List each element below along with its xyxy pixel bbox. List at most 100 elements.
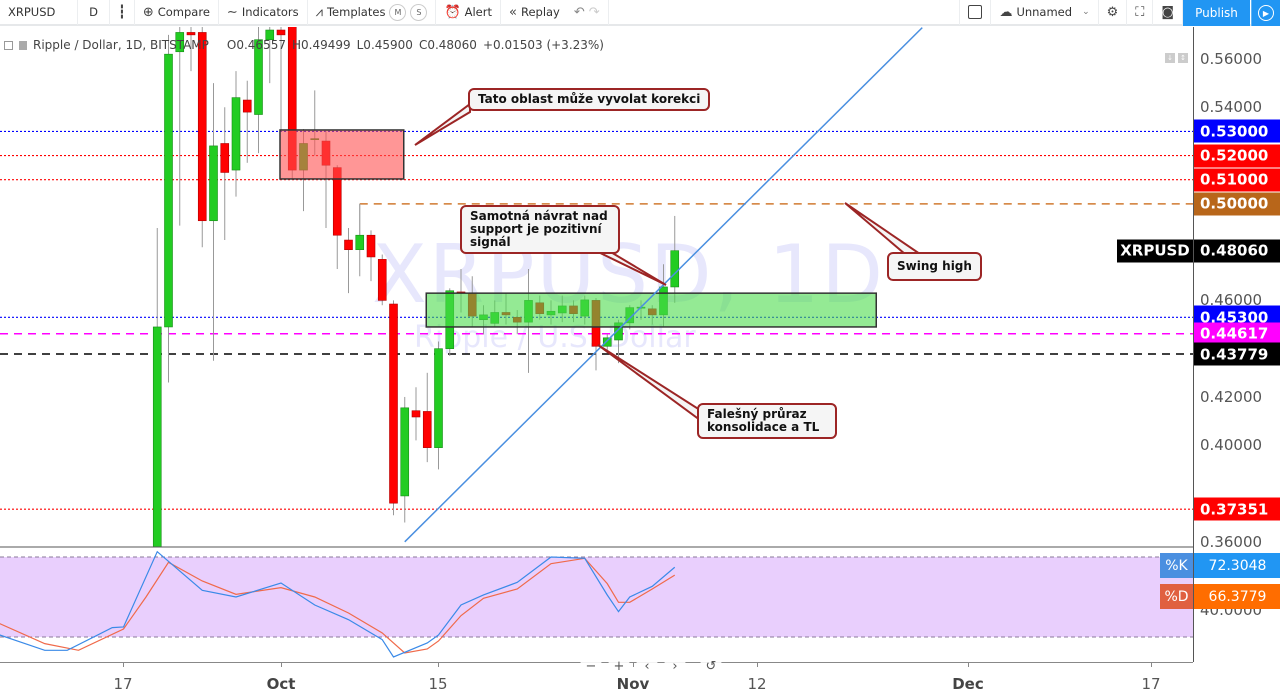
candle bbox=[411, 410, 421, 418]
price-chart[interactable] bbox=[0, 0, 1193, 662]
flag-icon bbox=[19, 41, 27, 50]
expand-icon[interactable] bbox=[4, 41, 13, 50]
compare-label: Compare bbox=[157, 5, 210, 19]
reset-button[interactable]: ↺ bbox=[700, 655, 722, 677]
price-tag: 0.37351 bbox=[1194, 497, 1280, 521]
layout-name: Unnamed bbox=[1016, 5, 1073, 19]
candle bbox=[164, 53, 173, 328]
candle bbox=[355, 234, 365, 251]
candle bbox=[231, 97, 241, 171]
indicator-wave-icon: ∼ bbox=[226, 4, 238, 20]
price-label: 0.54000 bbox=[1200, 98, 1263, 117]
callout-pointer bbox=[844, 202, 924, 255]
screenshot-button[interactable]: ◙ bbox=[1153, 0, 1183, 25]
time-label: 12 bbox=[747, 675, 767, 693]
stoch-d-line bbox=[0, 557, 676, 654]
zoom-in-button[interactable]: + bbox=[608, 655, 630, 677]
price-tag: 0.50000 bbox=[1194, 192, 1280, 216]
k-label-tag: %K bbox=[1160, 553, 1193, 578]
multi-chart-button[interactable] bbox=[959, 0, 992, 25]
undo-icon[interactable]: ↶ bbox=[573, 4, 585, 20]
alert-button[interactable]: ⏰ Alert bbox=[436, 0, 501, 25]
interval-label: D bbox=[89, 5, 98, 19]
price-label: 0.42000 bbox=[1200, 387, 1263, 406]
candle bbox=[152, 326, 162, 547]
candle bbox=[254, 39, 263, 115]
settings-button[interactable]: ⚙ bbox=[1099, 0, 1128, 25]
rewind-icon: « bbox=[509, 4, 517, 20]
legend-title: Ripple / Dollar, 1D, BITSTAMP bbox=[33, 38, 209, 52]
k-value-tag: 72.3048 bbox=[1194, 553, 1280, 578]
scale-buttons[interactable]: ↓ ↕ bbox=[1165, 53, 1188, 63]
callout-swing-high[interactable]: Swing high bbox=[887, 252, 982, 281]
candle bbox=[389, 303, 398, 504]
play-button[interactable]: ▶ bbox=[1251, 0, 1280, 26]
chart-style-button[interactable]: ┇ bbox=[110, 0, 135, 25]
time-label: 17 bbox=[1141, 675, 1161, 693]
candle bbox=[242, 99, 252, 113]
candle bbox=[209, 145, 218, 222]
fullscreen-icon: ⛶ bbox=[1135, 4, 1145, 20]
m-badge[interactable]: M bbox=[389, 3, 407, 21]
callout-correction[interactable]: Tato oblast může vyvolat korekci bbox=[468, 88, 711, 111]
d-value-tag: 66.3779 bbox=[1194, 584, 1280, 609]
compare-button[interactable]: ⊕ Compare bbox=[135, 0, 219, 25]
indicators-button[interactable]: ∼ Indicators bbox=[219, 0, 308, 25]
candle bbox=[422, 411, 432, 448]
symbol-price-tag: XRPUSD bbox=[1117, 239, 1193, 263]
zoom-out-button[interactable]: − bbox=[580, 655, 602, 677]
resistance-zone bbox=[279, 129, 405, 180]
legend-close: C0.48060 bbox=[418, 38, 477, 52]
top-toolbar: XRPUSD D ┇ ⊕ Compare ∼ Indicators ⩘ Templat… bbox=[0, 0, 1280, 26]
publish-button[interactable]: Publish bbox=[1183, 0, 1250, 26]
d-label-tag: %D bbox=[1160, 584, 1193, 609]
time-tick bbox=[633, 663, 634, 667]
candles-icon: ┇ bbox=[118, 4, 126, 20]
candle bbox=[186, 32, 196, 36]
candle bbox=[197, 32, 207, 222]
candle bbox=[434, 348, 443, 448]
chart-navigation: − + ‹ › ↺ bbox=[580, 655, 722, 677]
candle bbox=[377, 259, 387, 301]
time-tick bbox=[757, 663, 758, 667]
time-tick bbox=[281, 663, 282, 667]
replay-label: Replay bbox=[520, 5, 560, 19]
candle bbox=[344, 239, 353, 251]
scroll-left-button[interactable]: ‹ bbox=[636, 655, 658, 677]
replay-button[interactable]: «Replay ↶ ↷ bbox=[501, 0, 609, 25]
price-label: 0.40000 bbox=[1200, 436, 1263, 455]
camera-icon: ◙ bbox=[1161, 4, 1174, 20]
symbol-search[interactable]: XRPUSD bbox=[0, 0, 78, 25]
save-layout-button[interactable]: ☁ Unnamed ⌄ bbox=[991, 0, 1099, 25]
arrow-down-icon[interactable]: ↓ bbox=[1165, 53, 1175, 63]
price-tag: 0.43779 bbox=[1194, 342, 1280, 366]
scroll-right-button[interactable]: › bbox=[664, 655, 686, 677]
gear-icon: ⚙ bbox=[1106, 4, 1119, 20]
arrow-updown-icon[interactable]: ↕ bbox=[1178, 53, 1188, 63]
legend-high: H0.49499 bbox=[291, 38, 351, 52]
candle bbox=[602, 337, 612, 347]
time-label: Oct bbox=[266, 675, 296, 693]
square-layout-icon bbox=[968, 5, 983, 19]
callout-return[interactable]: Samotná návrat nad support je pozitivní … bbox=[460, 205, 620, 254]
price-axis[interactable]: 0.56000 0.54000 0.46000 0.42000 0.40000 0.360… bbox=[1193, 27, 1280, 662]
callout-fake-breakout[interactable]: Falešný průraz konsolidace a TL bbox=[697, 403, 837, 439]
interval-button[interactable]: D bbox=[78, 0, 110, 25]
time-tick bbox=[1151, 663, 1152, 667]
redo-icon[interactable]: ↷ bbox=[588, 4, 600, 20]
templates-button[interactable]: ⩘ Templates M S bbox=[308, 0, 437, 25]
candle bbox=[400, 407, 410, 497]
candle bbox=[366, 234, 376, 258]
price-tag: 0.52000 bbox=[1194, 144, 1280, 168]
legend-change: +0.01503 (+3.23%) bbox=[482, 38, 604, 52]
s-badge[interactable]: S bbox=[410, 3, 428, 21]
price-tag: 0.44617 bbox=[1194, 322, 1280, 346]
time-label: Dec bbox=[952, 675, 984, 693]
price-tag: 0.53000 bbox=[1194, 119, 1280, 143]
fullscreen-button[interactable]: ⛶ bbox=[1127, 0, 1154, 25]
price-label: 0.36000 bbox=[1200, 532, 1263, 551]
cloud-check-icon: ☁ bbox=[999, 4, 1013, 20]
candle bbox=[220, 143, 230, 173]
plus-circle-icon: ⊕ bbox=[142, 4, 154, 20]
candle bbox=[670, 250, 680, 288]
